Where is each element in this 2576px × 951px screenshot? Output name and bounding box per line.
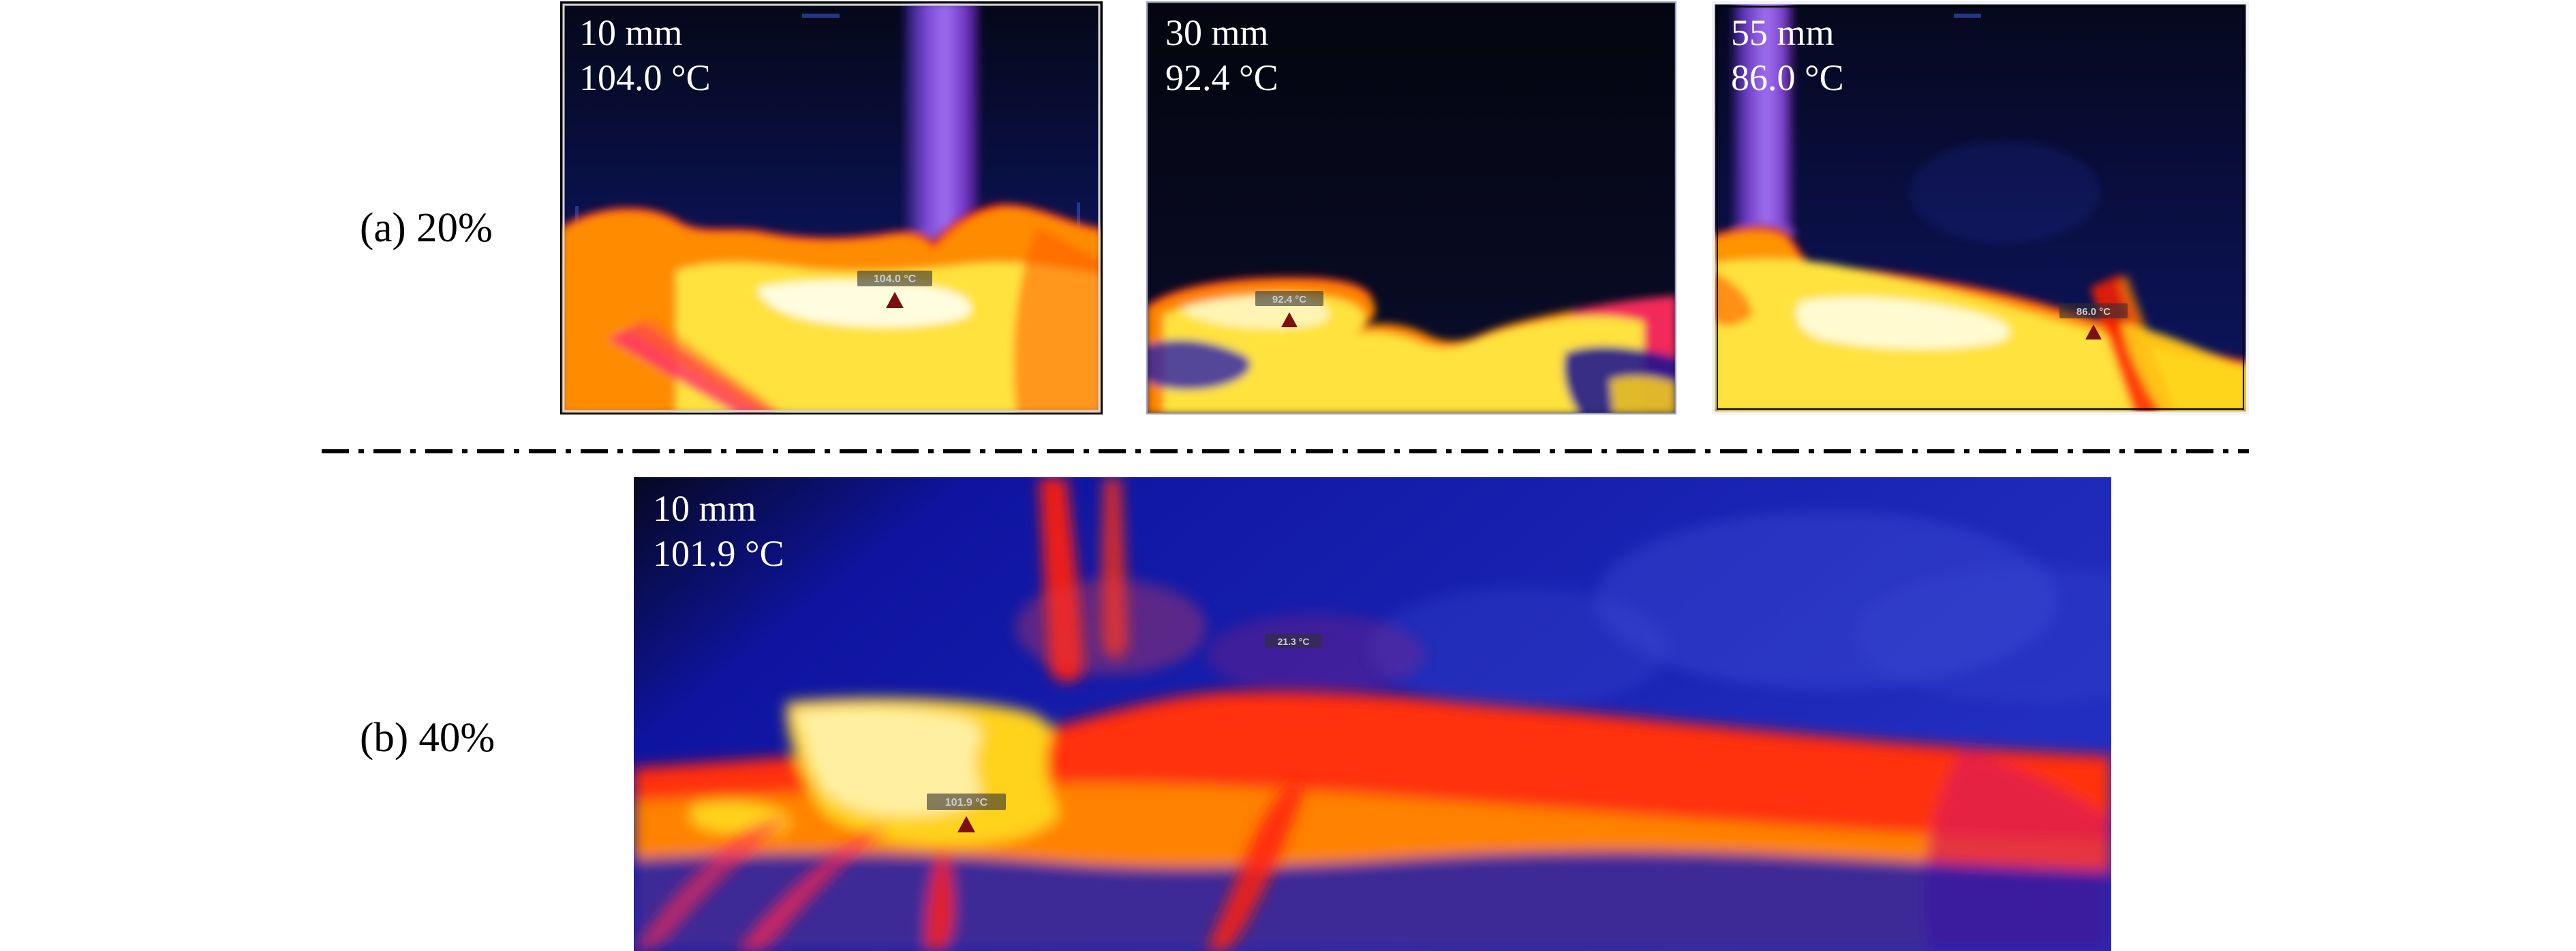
svg-text:86.0 °C: 86.0 °C (2076, 306, 2111, 318)
svg-text:101.9 °C: 101.9 °C (945, 797, 988, 809)
svg-text:92.4 °C: 92.4 °C (1272, 294, 1306, 305)
svg-text:104.0 °C: 104.0 °C (874, 273, 917, 285)
svg-text:21.3 °C: 21.3 °C (1278, 636, 1310, 647)
